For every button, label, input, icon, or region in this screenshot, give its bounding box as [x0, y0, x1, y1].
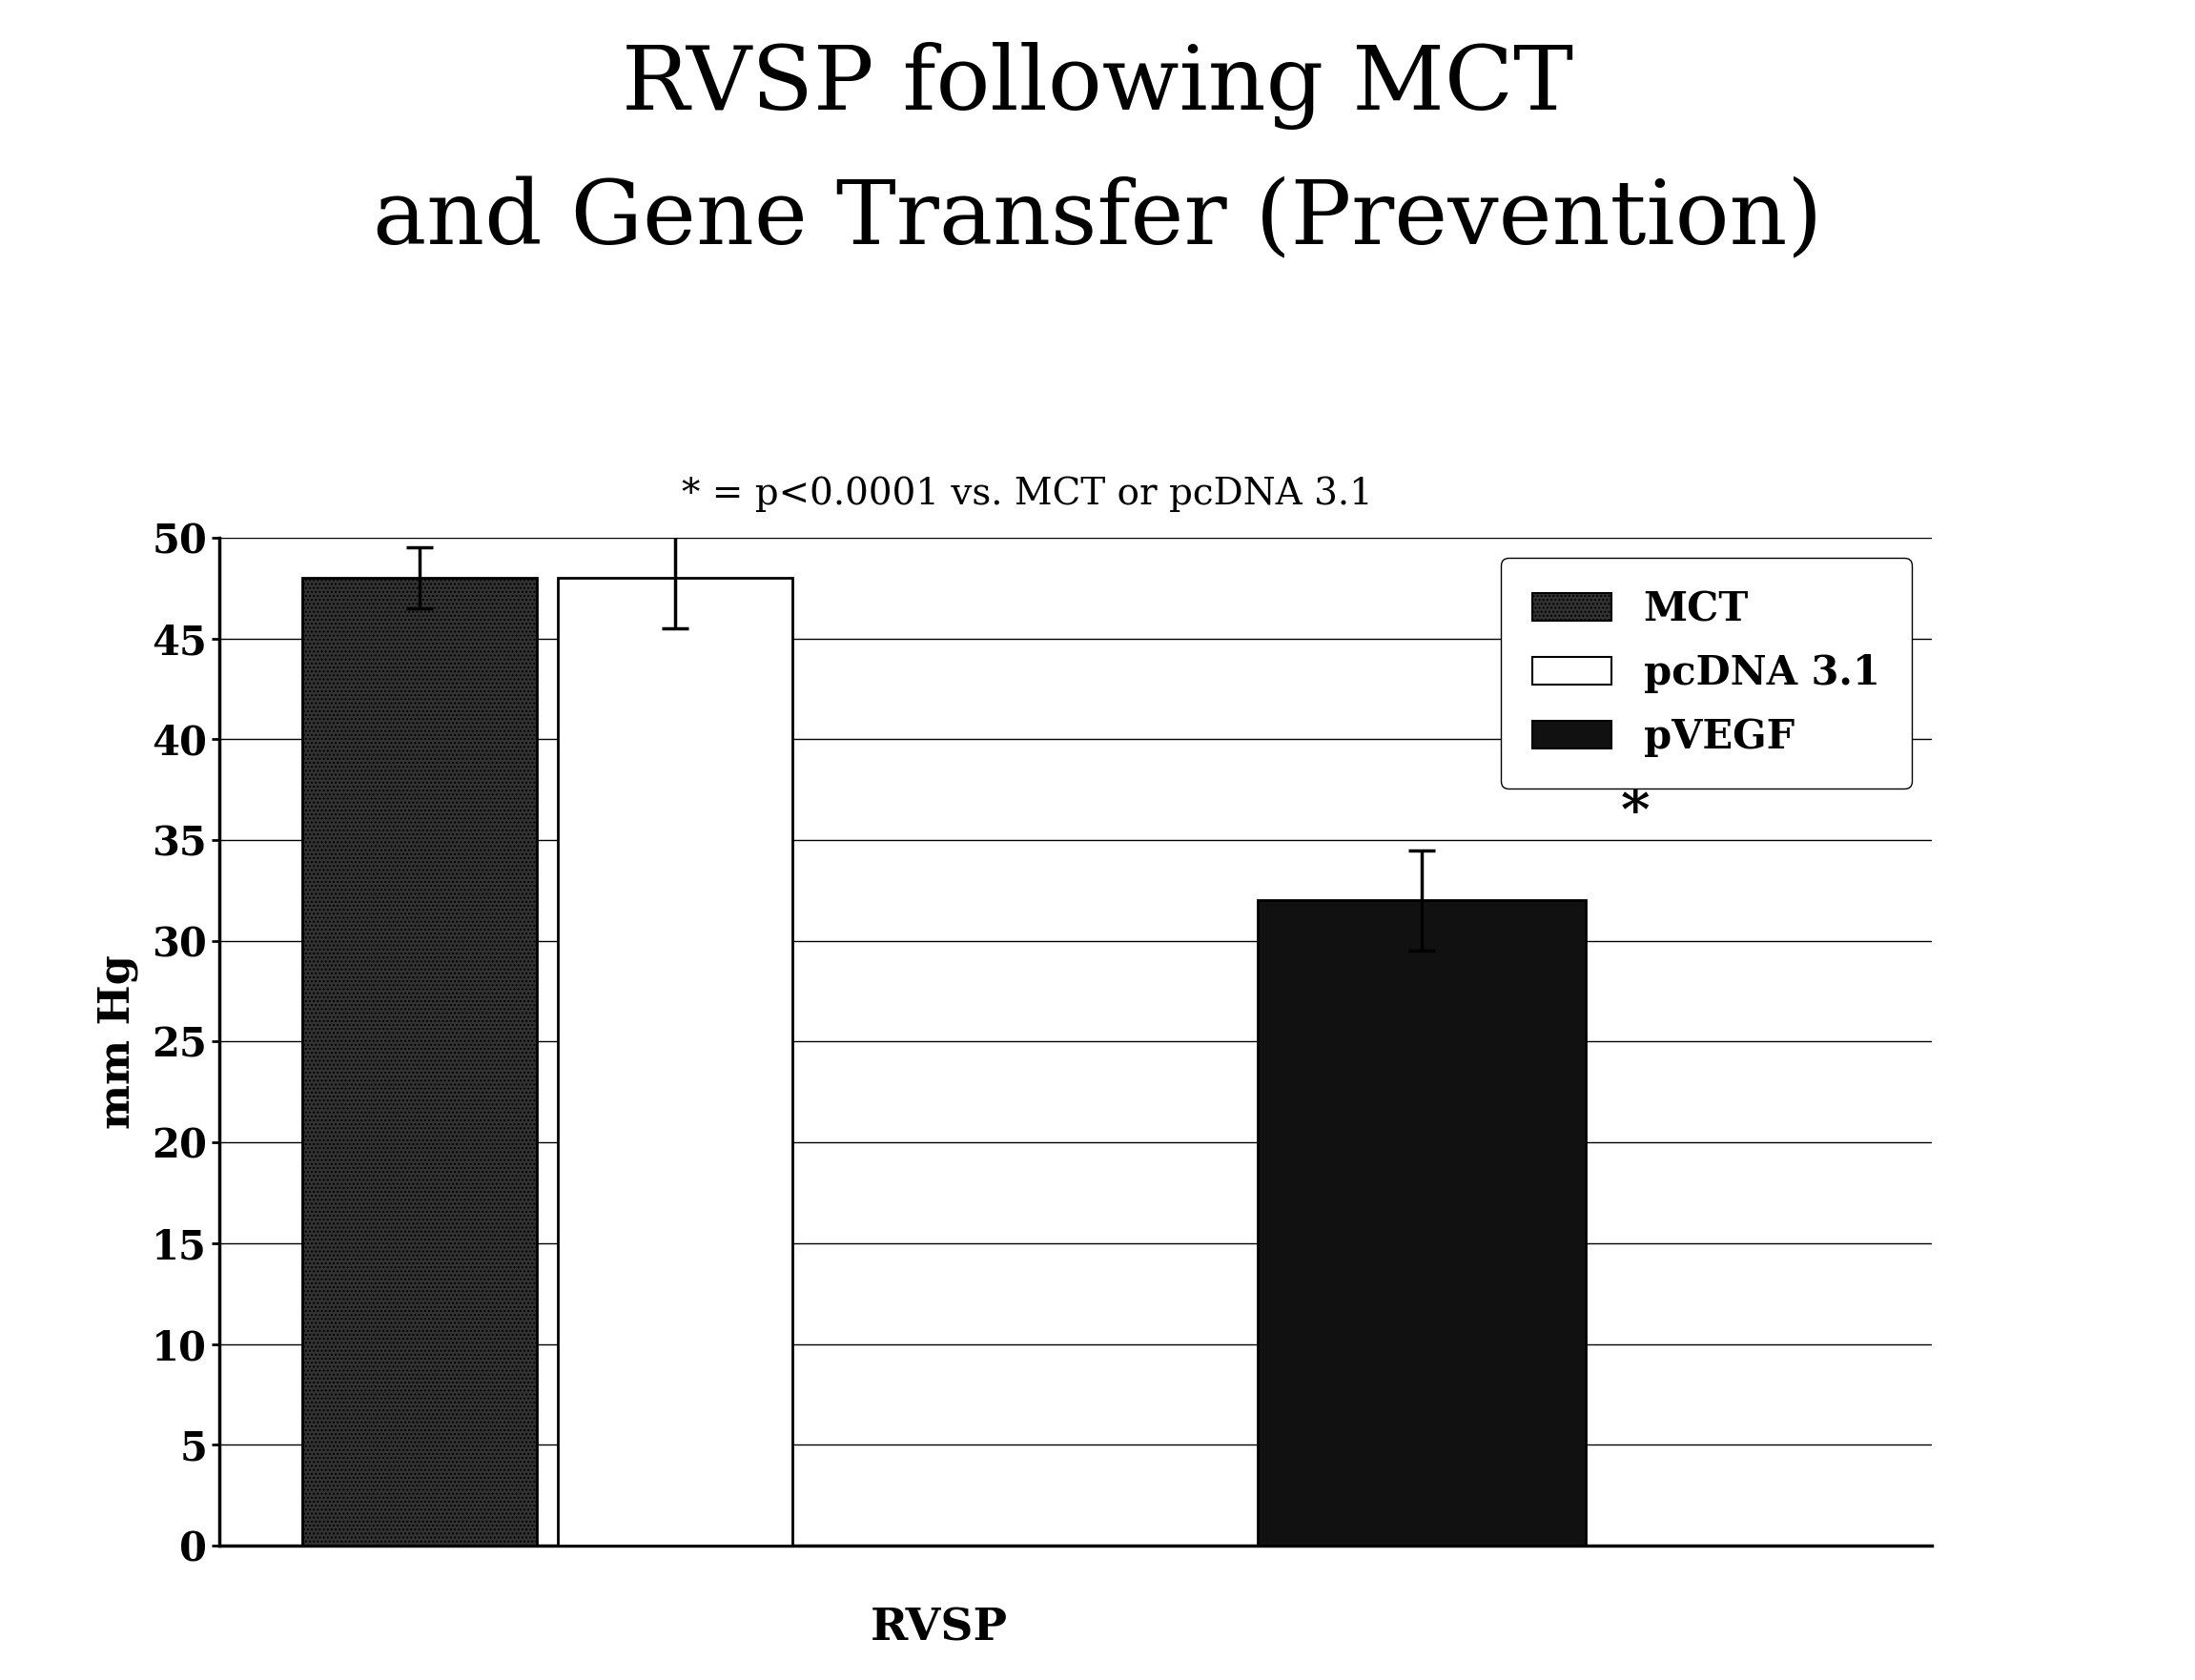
Bar	[558, 578, 792, 1546]
Text: and Gene Transfer (Prevention): and Gene Transfer (Prevention)	[373, 176, 1822, 262]
Legend: MCT, pcDNA 3.1, pVEGF: MCT, pcDNA 3.1, pVEGF	[1501, 558, 1912, 790]
Bar	[1258, 900, 1585, 1546]
Y-axis label: mm Hg: mm Hg	[97, 954, 138, 1129]
Text: * = p<0.0001 vs. MCT or pcDNA 3.1: * = p<0.0001 vs. MCT or pcDNA 3.1	[683, 477, 1372, 512]
Text: RVSP: RVSP	[869, 1606, 1008, 1650]
Text: *: *	[1622, 786, 1651, 840]
Text: RVSP following MCT: RVSP following MCT	[621, 42, 1574, 129]
Bar	[303, 578, 538, 1546]
